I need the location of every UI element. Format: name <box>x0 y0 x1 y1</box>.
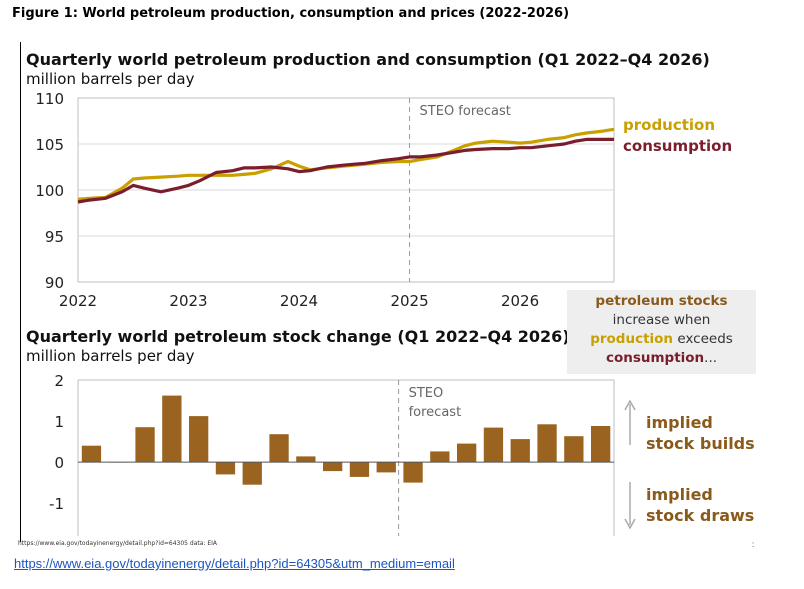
bar-Q1-2024 <box>296 456 316 463</box>
bar-Q4-2022 <box>162 395 182 463</box>
top-xtick-label: 2024 <box>280 292 318 310</box>
source-link[interactable]: https://www.eia.gov/todayinenergy/detail… <box>14 556 455 571</box>
bar-Q1-2025 <box>403 462 423 483</box>
top-chart-unit: million barrels per day <box>26 70 195 88</box>
bar-Q1-2022 <box>81 445 102 463</box>
top-chart-title: Quarterly world petroleum production and… <box>26 50 710 69</box>
bottom-forecast-label-2: forecast <box>409 405 462 420</box>
legend-consumption: consumption <box>623 137 733 155</box>
arrow-down-icon <box>624 518 636 530</box>
bar-Q3-2023 <box>242 462 262 485</box>
series-line-consumption <box>77 137 614 204</box>
builds-line1: implied <box>646 413 713 432</box>
note-increase: increase when <box>612 312 711 328</box>
label-stock-builds: implied stock builds <box>646 412 755 454</box>
top-forecast-label: STEO forecast <box>420 104 511 119</box>
bottom-forecast-label-1: STEO <box>409 386 444 401</box>
bar-Q4-2023 <box>269 434 289 463</box>
note-consumption: consumption <box>605 350 705 366</box>
bottom-chart: -1 0 1 2 STEO forecast <box>49 372 636 536</box>
top-ytick-label: 90 <box>45 274 64 292</box>
bottom-chart-unit: million barrels per day <box>26 347 195 365</box>
bottom-ytick-label: 2 <box>54 372 64 390</box>
bottom-chart-title: Quarterly world petroleum stock change (… <box>26 327 570 346</box>
bottom-ytick-label: 0 <box>54 454 64 472</box>
label-stock-draws: implied stock draws <box>646 484 754 526</box>
bar-Q4-2025 <box>483 427 504 463</box>
panel-left-border <box>20 42 21 542</box>
bar-Q3-2026 <box>564 436 584 463</box>
draws-line2: stock draws <box>646 506 755 525</box>
trailing-mark: : <box>752 540 755 549</box>
bar-Q3-2024 <box>349 462 370 477</box>
top-ytick-label: 95 <box>45 228 64 246</box>
builds-line2: stock builds <box>646 434 755 453</box>
bar-Q3-2022 <box>135 427 155 463</box>
top-xtick-label: 2025 <box>390 292 428 310</box>
note-ellipsis: ... <box>704 350 718 366</box>
figure-title: Figure 1: World petroleum production, co… <box>12 6 570 21</box>
bar-Q4-2026 <box>591 426 611 463</box>
note-box: petroleum stocks increase when productio… <box>567 290 756 374</box>
arrow-up-icon <box>624 399 636 411</box>
bar-Q1-2023 <box>189 416 209 463</box>
top-xtick-label: 2023 <box>169 292 207 310</box>
top-chart: 90 95 100 105 110 2022 2023 2024 2025 2026 STEO fo… <box>35 90 615 310</box>
bottom-ytick-label: 1 <box>54 413 64 431</box>
bar-Q2-2023 <box>215 462 236 475</box>
top-ytick-label: 105 <box>35 136 64 154</box>
bar-Q4-2024 <box>376 462 396 473</box>
bar-Q3-2025 <box>457 443 477 463</box>
note-exceeds: exceeds <box>673 331 733 347</box>
bar-Q2-2026 <box>537 424 557 463</box>
note-stocks: petroleum stocks <box>595 293 728 309</box>
bottom-ytick-label: -1 <box>49 495 64 513</box>
bar-Q2-2025 <box>430 451 450 463</box>
legend-production: production <box>623 116 716 134</box>
note-production: production <box>590 331 674 347</box>
bar-Q1-2026 <box>510 439 530 463</box>
top-ytick-label: 100 <box>35 182 64 200</box>
top-xtick-label: 2022 <box>59 292 97 310</box>
draws-line1: implied <box>646 485 713 504</box>
bar-Q2-2024 <box>323 462 343 472</box>
top-xtick-label: 2026 <box>501 292 539 310</box>
tiny-credit: https://www.eia.gov/todayinenergy/detail… <box>18 540 218 547</box>
top-ytick-label: 110 <box>35 90 64 108</box>
